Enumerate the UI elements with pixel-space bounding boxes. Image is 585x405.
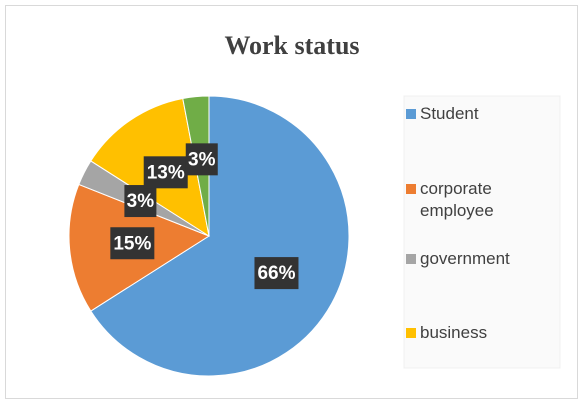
legend-label: government	[420, 249, 510, 268]
data-label-box	[185, 143, 218, 176]
data-label: 15%	[113, 233, 151, 254]
data-label: 13%	[147, 162, 185, 183]
chart-title: Work status	[224, 31, 359, 60]
legend-swatch	[406, 254, 416, 264]
legend-swatch	[406, 328, 416, 338]
data-label: 3%	[127, 191, 155, 212]
data-label: 3%	[188, 149, 216, 170]
data-label-box	[254, 257, 299, 290]
pie-slice	[90, 95, 350, 377]
data-label: 66%	[257, 263, 295, 284]
legend-label: Student	[420, 104, 479, 123]
data-label-box	[124, 185, 157, 218]
legend-swatch	[406, 109, 416, 119]
data-label-box	[110, 227, 155, 260]
legend-panel	[403, 95, 561, 369]
data-label-box	[143, 156, 188, 189]
legend-swatch	[406, 184, 416, 194]
legend-label: corporate employee	[420, 179, 494, 220]
legend-label: business	[420, 323, 488, 342]
